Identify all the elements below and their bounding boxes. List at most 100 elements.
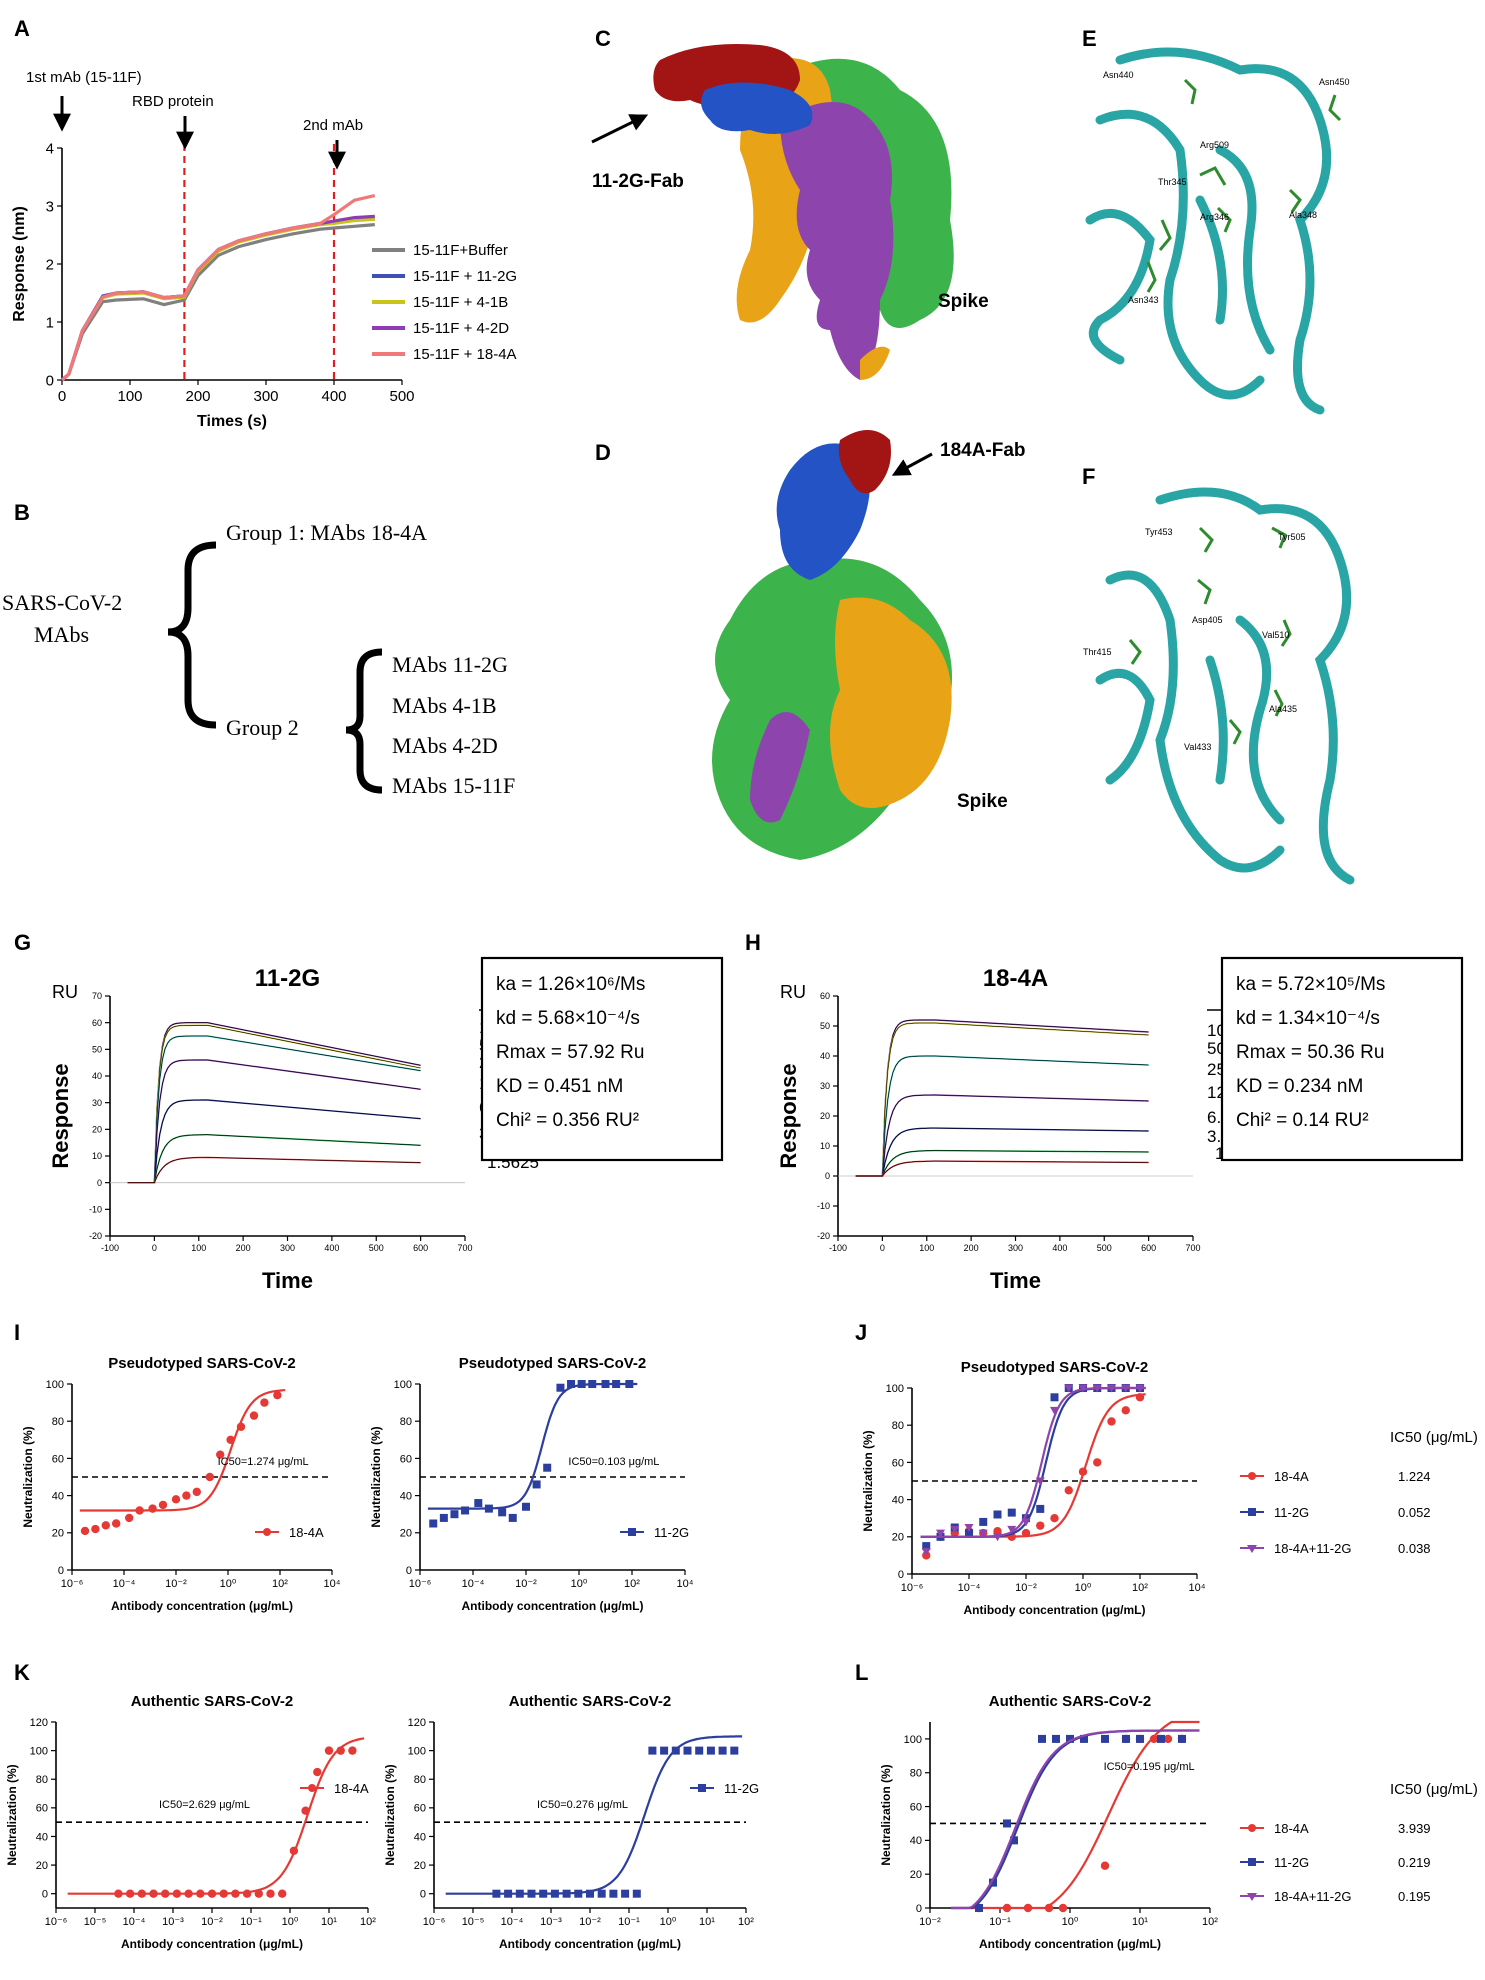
- kinetics-param: kd = 1.34×10⁻⁴/s: [1236, 1008, 1380, 1029]
- y-tick-label: -20: [89, 1231, 102, 1241]
- x-tick-label: 400: [1052, 1243, 1067, 1253]
- y-tick-label: 60: [910, 1801, 922, 1813]
- y-unit-label: RU: [52, 982, 78, 1002]
- data-point: [1036, 1521, 1045, 1530]
- y-tick-label: 20: [910, 1869, 922, 1881]
- x-tick-label: 500: [1097, 1243, 1112, 1253]
- arrow-label-second-mab: 2nd mAb: [303, 117, 363, 134]
- fab-arrow-c: [591, 114, 649, 144]
- data-point: [1050, 1514, 1059, 1523]
- x-axis-label: Times (s): [197, 413, 267, 430]
- chart-title: Pseudotyped SARS-CoV-2: [459, 1355, 647, 1372]
- data-point: [1007, 1525, 1017, 1534]
- data-point: [648, 1746, 657, 1755]
- data-point: [1023, 1903, 1033, 1913]
- root-line2: MAbs: [34, 622, 89, 647]
- x-tick-label: 10⁰: [571, 1578, 588, 1590]
- fit-curve: [920, 1393, 1146, 1538]
- y-tick-label: 80: [36, 1774, 48, 1786]
- legend-label: 18-4A: [1274, 1821, 1309, 1836]
- x-tick-label: 10⁻³: [540, 1916, 562, 1928]
- legend-label: 15-11F + 4-1B: [413, 294, 508, 311]
- data-point: [91, 1524, 100, 1534]
- x-tick-label: 600: [1141, 1243, 1156, 1253]
- panel-k-right-chart: 10⁻⁶ 10⁻⁵ 10⁻⁴ 10⁻³ 10⁻² 10⁻¹ 10⁰ 10¹ 10² 0 20 40 60…: [383, 1693, 759, 1951]
- legend-ic50: 0.038: [1398, 1541, 1431, 1556]
- y-tick-label: 80: [910, 1768, 922, 1780]
- data-point: [515, 1889, 524, 1898]
- y-tick-label: 0: [42, 1889, 48, 1901]
- x-tick-label: 10⁻⁶: [409, 1578, 432, 1590]
- x-tick-label: 10⁻⁴: [462, 1578, 485, 1590]
- x-tick-label: 10²: [1132, 1582, 1148, 1594]
- legend-ic50: 3.939: [1398, 1821, 1431, 1836]
- legend-label: 15-11F+Buffer: [413, 242, 508, 259]
- x-tick-label: 10⁰: [282, 1916, 299, 1928]
- data-point: [439, 1513, 448, 1522]
- y-tick-label: 0: [97, 1178, 102, 1188]
- x-tick-label: 0: [880, 1243, 885, 1253]
- kinetics-param: KD = 0.451 nM: [496, 1076, 623, 1097]
- data-point: [1021, 1518, 1031, 1527]
- y-tick-label: 40: [92, 1071, 102, 1081]
- data-point: [474, 1499, 483, 1508]
- y-tick-label: 4: [46, 140, 54, 157]
- residue-label: Thr415: [1083, 647, 1112, 657]
- data-point: [522, 1502, 530, 1511]
- residue-label: Tyr453: [1145, 527, 1173, 537]
- y-tick-label: 0: [898, 1569, 904, 1581]
- x-axis-label: Antibody concentration (μg/mL): [979, 1937, 1161, 1951]
- x-tick-label: 300: [1008, 1243, 1023, 1253]
- x-tick-label: 10⁻²: [579, 1916, 601, 1928]
- residue-label: Val510: [1262, 630, 1289, 640]
- fit-curve: [951, 1720, 1200, 1910]
- y-tick-label: 100: [30, 1745, 48, 1757]
- data-point: [539, 1889, 548, 1898]
- x-tick-label: 10¹: [1132, 1916, 1148, 1928]
- chart-title: 18-4A: [983, 965, 1048, 992]
- ic50-annotation: IC50=0.103 μg/mL: [568, 1456, 659, 1468]
- y-tick-label: 20: [400, 1528, 412, 1540]
- spike-label-c: Spike: [938, 291, 989, 312]
- fab-label-c: 11-2G-Fab: [592, 171, 684, 192]
- y-tick-label: 60: [52, 1453, 64, 1465]
- data-point: [1052, 1734, 1060, 1743]
- data-point: [1050, 1393, 1059, 1402]
- x-tick-label: 500: [389, 388, 414, 405]
- data-point: [135, 1506, 144, 1515]
- panel-label-a: A: [14, 16, 30, 41]
- fit-curve: [855, 1160, 1149, 1177]
- fit-curve: [427, 1382, 638, 1510]
- data-point: [660, 1746, 669, 1755]
- fit-curve: [920, 1386, 1146, 1538]
- y-tick-label: 1: [46, 314, 54, 331]
- x-tick-label: -100: [829, 1243, 847, 1253]
- legend-label: 15-11F + 18-4A: [413, 346, 517, 363]
- legend-label: 11-2G: [654, 1525, 689, 1540]
- x-tick-label: 10⁻⁴: [958, 1582, 981, 1594]
- fit-curve: [855, 1150, 1149, 1177]
- fab-heavy-d: [838, 430, 891, 494]
- y-tick-label: 40: [820, 1051, 830, 1061]
- panel-label-l: L: [855, 1660, 868, 1685]
- y-axis-label: Neutralization (%): [861, 1430, 875, 1531]
- x-tick-label: 200: [964, 1243, 979, 1253]
- legend-ic50: 0.052: [1398, 1505, 1431, 1520]
- data-point: [597, 1889, 606, 1898]
- data-point: [101, 1521, 111, 1530]
- data-point: [1178, 1734, 1186, 1743]
- data-point: [450, 1510, 459, 1519]
- chart-title: Authentic SARS-CoV-2: [509, 1693, 672, 1710]
- data-point: [527, 1889, 536, 1898]
- chart-title: 11-2G: [255, 965, 320, 992]
- data-point: [1064, 1384, 1074, 1393]
- x-tick-label: 10⁻¹: [618, 1916, 640, 1928]
- y-axis-label: Neutralization (%): [5, 1764, 19, 1865]
- panel-label-g: G: [14, 930, 31, 955]
- data-point: [1007, 1508, 1016, 1517]
- y-tick-label: 60: [820, 991, 830, 1001]
- data-point: [182, 1491, 191, 1500]
- x-tick-label: 10⁻⁶: [45, 1916, 68, 1928]
- sticks-f: [1128, 526, 1292, 745]
- x-tick-label: 400: [321, 388, 346, 405]
